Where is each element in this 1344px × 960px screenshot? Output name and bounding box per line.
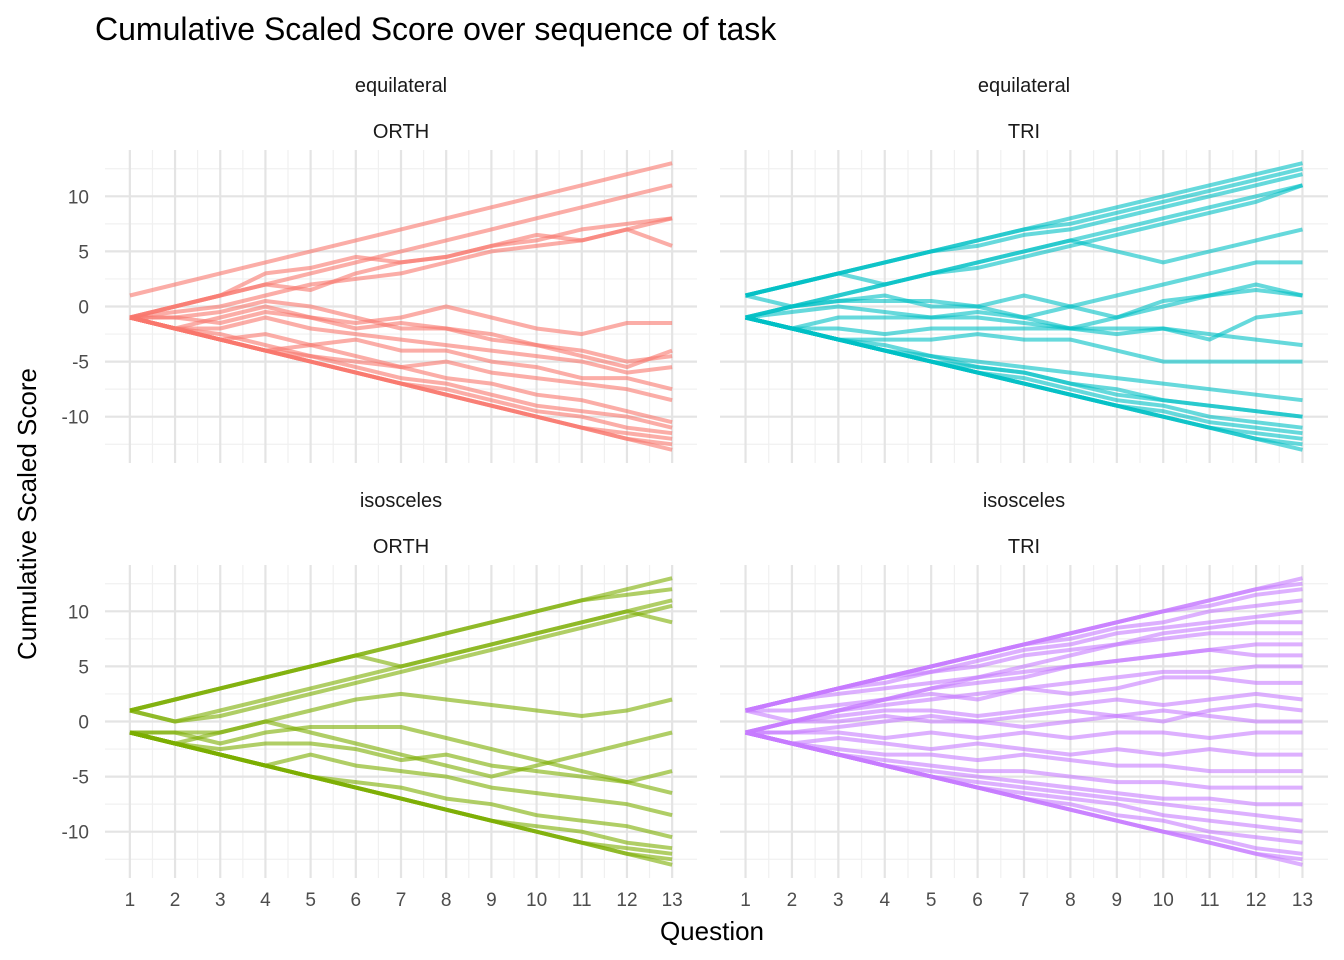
x-tick-label: 10 <box>1153 890 1174 911</box>
y-tick-label: 0 <box>78 298 89 319</box>
x-tick-label: 13 <box>662 890 683 911</box>
x-tick-label: 13 <box>1292 890 1313 911</box>
x-tick-label: 11 <box>1200 890 1220 911</box>
x-tick-label: 7 <box>396 890 407 911</box>
y-tick-label: 5 <box>78 657 89 678</box>
y-tick-label: -5 <box>72 768 89 789</box>
series-line <box>129 719 673 779</box>
series-line <box>745 227 1303 320</box>
facet-row-label: isosceles <box>360 490 442 512</box>
facet-col-label: ORTH <box>373 536 429 558</box>
series-line <box>129 315 673 425</box>
series-line <box>745 730 1303 740</box>
series-line <box>129 161 673 298</box>
x-axis-title: Question <box>660 916 764 946</box>
series-line <box>745 288 1303 331</box>
facet-panel: equilateral TRI <box>720 75 1328 463</box>
series-line <box>129 315 673 430</box>
y-tick-label: 10 <box>68 187 89 208</box>
facet-col-label: TRI <box>1008 536 1040 558</box>
x-tick-label: 3 <box>215 890 226 911</box>
x-tick-label: 5 <box>305 890 316 911</box>
series-line <box>745 730 1303 757</box>
series-line <box>745 315 1303 419</box>
series-line <box>745 647 1303 713</box>
y-axis-title: Cumulative Scaled Score <box>12 368 42 660</box>
series-line <box>129 315 673 375</box>
series-line <box>129 609 673 713</box>
x-tick-label: 1 <box>125 890 136 911</box>
series-line <box>745 730 1303 867</box>
x-tick-label: 4 <box>260 890 271 911</box>
x-tick-label: 10 <box>526 890 547 911</box>
x-tick-label: 9 <box>1112 890 1123 911</box>
series-line <box>129 299 673 370</box>
facet-panel: equilateral ORTH -10 -5 0 5 10 <box>62 75 697 463</box>
x-tick-label: 4 <box>879 890 890 911</box>
facet-col-label: TRI <box>1008 121 1040 143</box>
x-tick-label: 7 <box>1019 890 1030 911</box>
series-line <box>129 216 673 320</box>
x-tick-label: 9 <box>486 890 497 911</box>
y-tick-label: 0 <box>78 713 89 734</box>
x-tick-label: 12 <box>616 890 637 911</box>
series-line <box>745 315 1303 348</box>
facet-row-label: equilateral <box>978 75 1070 97</box>
facet-col-label: ORTH <box>373 121 429 143</box>
series-line <box>745 675 1303 713</box>
x-tick-label: 2 <box>787 890 798 911</box>
facet-row-label: isosceles <box>983 490 1065 512</box>
series-line <box>745 631 1303 713</box>
y-tick-label: 10 <box>68 602 89 623</box>
x-tick-label: 3 <box>833 890 844 911</box>
series-line <box>745 183 1304 298</box>
x-tick-label: 12 <box>1245 890 1266 911</box>
series-line <box>129 725 673 796</box>
x-tick-label: 8 <box>1065 890 1076 911</box>
chart-title: Cumulative Scaled Score over sequence of… <box>95 11 777 47</box>
series-line <box>745 691 1303 735</box>
x-tick-label: 6 <box>972 890 983 911</box>
series-line <box>745 708 1303 735</box>
series-line <box>745 310 1303 342</box>
x-tick-label: 8 <box>441 890 452 911</box>
x-tick-label: 6 <box>351 890 362 911</box>
series-line <box>129 304 673 364</box>
series-line <box>129 603 673 724</box>
facet-row-label: equilateral <box>355 75 447 97</box>
x-tick-label: 11 <box>572 890 592 911</box>
series-line <box>745 703 1303 724</box>
series-line <box>745 730 1303 774</box>
series-line <box>129 304 673 337</box>
x-tick-label: 5 <box>926 890 937 911</box>
x-tick-label: 1 <box>740 890 751 911</box>
series-line <box>129 730 673 785</box>
series-line <box>129 730 673 851</box>
y-tick-label: 5 <box>78 242 89 263</box>
x-tick-label: 2 <box>170 890 181 911</box>
y-tick-label: -5 <box>72 353 89 374</box>
y-tick-label: -10 <box>62 823 89 844</box>
y-tick-label: -10 <box>62 408 89 429</box>
